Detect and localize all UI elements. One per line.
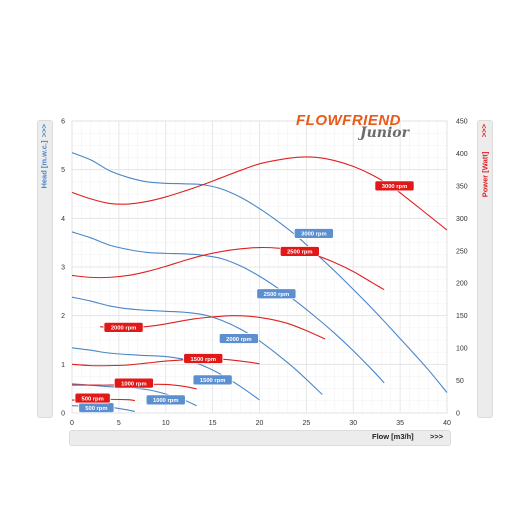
y-axis-right-expand-button[interactable]: >>> [479,123,489,138]
y-axis-right-label: Power [Watt] [480,151,490,198]
head-curve-2000-rpm [71,296,323,395]
x-tick-label: 20 [256,420,264,427]
y-tick-label: 5 [61,167,65,174]
x-tick-label: 5 [117,420,121,427]
power-label-2500-rpm-bg [279,246,320,257]
right-axis-panel [477,120,493,418]
head-label-500-rpm: 500 rpm [85,406,107,412]
x-tick-label: 30 [349,420,357,427]
y2-tick-label: 300 [456,216,468,223]
power-label-500-rpm: 500 rpm [82,396,104,402]
x-tick-label: 35 [396,420,404,427]
power-label-2000-rpm: 2000 rpm [111,326,136,332]
y2-tick-label: 150 [456,313,468,320]
head-curve-2500-rpm [71,231,385,384]
head-label-2000-rpm-bg [218,333,259,344]
left-axis-panel [37,120,53,418]
x-axis-label: Flow [m3/h] [372,432,414,441]
head-label-3000-rpm: 3000 rpm [301,232,326,238]
y2-tick-label: 400 [456,151,468,158]
y-tick-label: 2 [61,313,65,320]
y2-tick-label: 0 [456,411,460,418]
head-label-2500-rpm: 2500 rpm [264,292,289,298]
power-curve-1500-rpm [71,358,260,367]
y-tick-label: 6 [61,119,65,126]
head-label-1000-rpm-bg [145,394,186,406]
power-label-1000-rpm-bg [113,377,154,389]
y-tick-label: 3 [61,265,65,272]
x-tick-label: 40 [443,420,451,427]
y2-tick-label: 200 [456,281,468,288]
x-tick-label: 25 [302,420,310,427]
y2-tick-label: 450 [456,119,468,126]
power-curve-2500-rpm [71,246,385,291]
x-tick-label: 15 [209,420,217,427]
y2-tick-label: 350 [456,183,468,190]
power-label-3000-rpm: 3000 rpm [382,184,407,190]
head-label-1000-rpm: 1000 rpm [153,398,178,404]
y2-tick-label: 250 [456,248,468,255]
x-axis-expand-button[interactable]: >>> [430,432,444,441]
x-tick-label: 10 [162,420,170,427]
y-tick-label: 4 [61,216,65,223]
flowfriend-logo: FLOWFRIEND Junior [296,112,436,154]
head-curve-3000-rpm [71,152,448,393]
power-label-1500-rpm: 1500 rpm [191,357,216,363]
logo-title: FLOWFRIEND [296,112,401,129]
y2-tick-label: 50 [456,378,464,385]
y-tick-label: 1 [61,362,65,369]
head-label-1500-rpm: 1500 rpm [200,378,225,384]
logo-subtitle: Junior [360,125,410,141]
y-axis-left-label: Head [m.w.c.] [39,140,49,189]
bottom-axis-panel [69,430,451,446]
y-tick-label: 0 [61,411,65,418]
power-label-2000-rpm-bg [103,321,144,333]
power-label-1500-rpm-bg [183,353,224,364]
head-label-2000-rpm: 2000 rpm [226,337,251,343]
y-axis-left-expand-button[interactable]: >>> [39,123,49,138]
head-label-1500-rpm-bg [192,374,233,386]
power-label-1000-rpm: 1000 rpm [121,381,146,387]
head-label-3000-rpm-bg [293,228,334,239]
y2-tick-label: 100 [456,346,468,353]
power-label-500-rpm-bg [74,392,111,404]
power-label-2500-rpm: 2500 rpm [287,250,312,256]
power-label-3000-rpm-bg [374,180,415,192]
x-tick-label: 0 [70,420,74,427]
head-label-2500-rpm-bg [256,288,297,300]
